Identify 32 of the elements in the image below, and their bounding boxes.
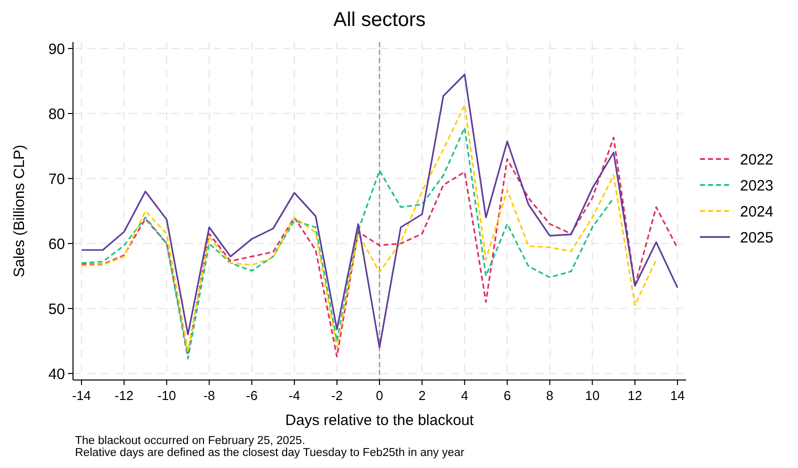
x-tick-label: 14 (670, 388, 685, 403)
x-tick-label: 12 (628, 388, 642, 403)
y-tick-label: 90 (48, 40, 65, 58)
x-tick-label: -8 (203, 388, 216, 403)
y-tick-label: 60 (48, 236, 65, 253)
legend-label: 2024 (740, 203, 774, 220)
line-series (80, 104, 657, 352)
x-tick-label: -6 (246, 388, 258, 403)
x-tick-label: 2 (418, 388, 426, 403)
chart-title: All sectors (333, 9, 426, 31)
legend-label: 2025 (740, 229, 774, 246)
x-tick-label: -10 (157, 388, 176, 403)
x-tick-label: -12 (114, 388, 134, 403)
legend-label: 2022 (740, 151, 774, 168)
y-axis-title: Sales (Billions CLP) (11, 144, 28, 278)
x-tick-label: -2 (331, 388, 343, 403)
y-tick-label: 50 (48, 300, 65, 318)
legend-label: 2023 (740, 177, 774, 194)
line-series (80, 74, 678, 348)
x-tick-label: 10 (585, 388, 600, 403)
x-axis-title: Days relative to the blackout (285, 412, 475, 429)
x-tick-label: 6 (504, 388, 511, 403)
y-tick-label: 80 (48, 106, 65, 123)
x-tick-label: 0 (376, 388, 384, 403)
x-tick-label: -4 (288, 388, 300, 403)
x-tick-label: 8 (546, 388, 554, 403)
x-tick-label: 4 (461, 388, 468, 403)
x-tick-label: -14 (72, 388, 91, 403)
y-tick-label: 70 (48, 170, 65, 188)
text: The blackout occurred on February 25, 2025. (75, 435, 306, 447)
y-tick-label: 40 (48, 366, 65, 383)
text: Relative days are defined as the closest day Tuesday to Feb25th in any year (75, 447, 464, 459)
